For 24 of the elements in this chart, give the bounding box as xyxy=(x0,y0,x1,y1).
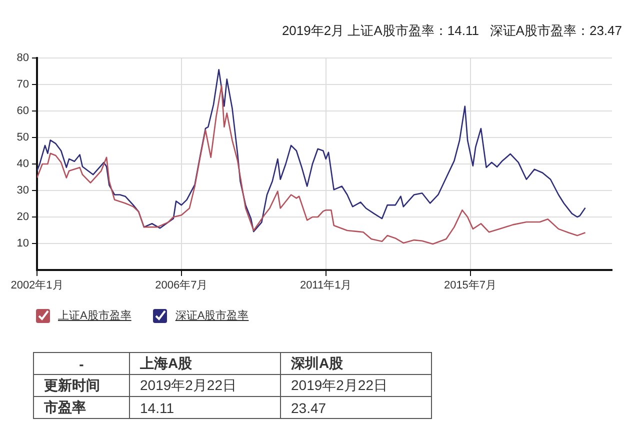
text: 2019年2月22日 xyxy=(130,374,280,396)
x-tick-label: 2006年7月 xyxy=(155,280,208,292)
x-tick-label: 2002年1月 xyxy=(10,280,64,292)
chart-title: 2019年2月 上证A股市盈率：14.11 深证A股市盈率：23.47 xyxy=(282,22,622,40)
y-tick-label: 10 xyxy=(16,238,29,250)
text: 更新时间 xyxy=(34,374,130,396)
y-tick-label: 70 xyxy=(16,78,29,91)
text: 23.47 xyxy=(280,396,432,418)
y-tick-label: 20 xyxy=(16,211,29,224)
text: 市盈率 xyxy=(34,396,130,418)
x-tick-label: 2015年7月 xyxy=(444,280,497,292)
y-tick-label: 50 xyxy=(16,132,29,144)
legend-label: 上证A股市盈率 xyxy=(58,308,132,323)
y-tick-label: 60 xyxy=(16,105,29,118)
y-tick-label: 80 xyxy=(16,52,29,64)
legend-label: 深证A股市盈率 xyxy=(175,308,249,323)
y-tick-label: 40 xyxy=(16,158,29,170)
text: 深圳A股 xyxy=(280,352,432,374)
y-tick-label: 30 xyxy=(16,184,29,197)
text: 2019年2月22日 xyxy=(280,374,432,396)
text: - xyxy=(34,352,130,374)
text: 14.11 xyxy=(130,396,280,418)
text: 上海A股 xyxy=(130,352,280,374)
x-tick-label: 2011年1月 xyxy=(300,280,352,292)
